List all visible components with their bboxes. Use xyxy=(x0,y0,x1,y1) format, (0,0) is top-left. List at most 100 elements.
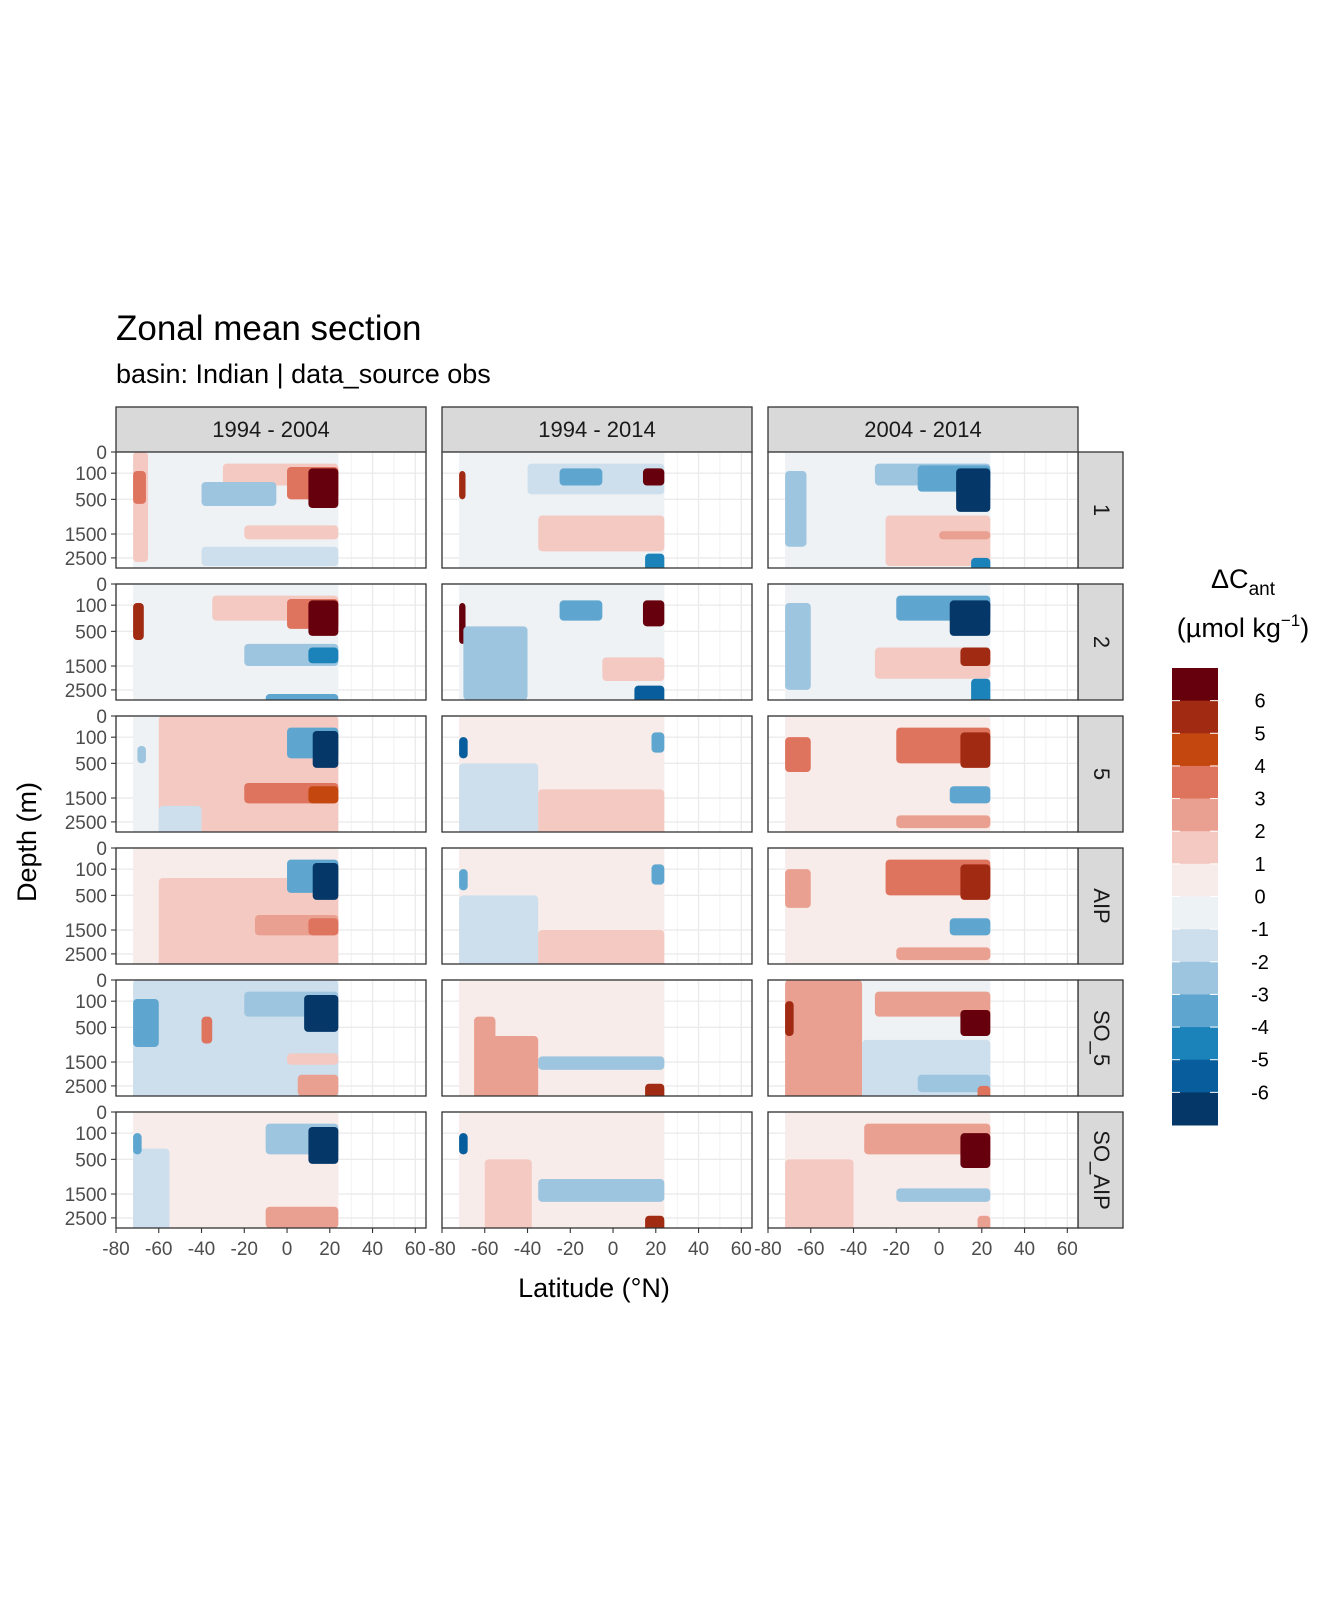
heat-region xyxy=(559,600,603,621)
legend-break-label: -4 xyxy=(1251,1017,1269,1039)
heat-region xyxy=(785,869,811,908)
heat-region xyxy=(312,730,339,768)
heat-region xyxy=(308,786,339,804)
panel-field xyxy=(785,848,991,964)
legend-break-label: 6 xyxy=(1254,691,1265,713)
panel-field xyxy=(133,452,339,568)
y-tick-label: 1500 xyxy=(65,525,107,546)
panel-border xyxy=(115,847,427,965)
facet-strip-row-label-5: SO_5 xyxy=(1089,1010,1114,1066)
heat-region xyxy=(971,557,991,568)
y-tick-label: 500 xyxy=(75,754,107,775)
heat-region xyxy=(459,869,468,891)
heat-region xyxy=(785,602,811,690)
heat-region xyxy=(244,525,339,540)
legend-title-symbol: ΔCant xyxy=(1211,564,1276,600)
legend-color-step xyxy=(1172,831,1218,865)
x-tick-label: 40 xyxy=(362,1239,383,1260)
panel-border xyxy=(441,1111,753,1229)
heat-region xyxy=(559,468,603,486)
panel-field xyxy=(133,848,339,964)
y-tick-label: 1500 xyxy=(65,789,107,810)
chart-title: Zonal mean section xyxy=(116,309,421,348)
legend-break-label: -6 xyxy=(1251,1082,1269,1104)
y-tick-label: 0 xyxy=(96,443,107,464)
heat-region xyxy=(538,789,665,832)
heat-region xyxy=(538,515,665,552)
facet-strip-col-1 xyxy=(115,406,427,453)
x-tick-label: -80 xyxy=(428,1239,455,1260)
panel-AIP-3 xyxy=(767,847,1079,965)
facet-strip-col-label-2: 1994 - 2014 xyxy=(538,417,655,442)
heat-region xyxy=(977,1085,991,1096)
panel-border xyxy=(115,715,427,833)
y-axis-title: Depth (m) xyxy=(12,782,42,902)
heat-region xyxy=(785,737,811,773)
facet-strip-row-2 xyxy=(1077,583,1124,701)
heat-region xyxy=(459,895,539,964)
heat-region xyxy=(896,947,991,961)
heat-region xyxy=(960,647,991,667)
panel-border xyxy=(441,979,753,1097)
heat-region xyxy=(312,862,339,900)
y-tick-label: 0 xyxy=(96,971,107,992)
x-tick-label: -40 xyxy=(188,1239,215,1260)
panel-1-3 xyxy=(767,451,1079,569)
legend-break-label: 0 xyxy=(1254,887,1265,909)
heat-region xyxy=(651,732,665,753)
panel-field xyxy=(459,716,665,832)
x-tick-label: -80 xyxy=(102,1239,129,1260)
panel-border xyxy=(441,451,753,569)
y-tick-label: 100 xyxy=(75,596,107,617)
heat-region xyxy=(459,763,539,832)
heat-region xyxy=(538,930,665,964)
x-tick-label: -20 xyxy=(557,1239,584,1260)
legend-color-step xyxy=(1172,668,1218,702)
panel-field xyxy=(133,980,339,1096)
legend-color-step xyxy=(1172,961,1218,995)
x-tick-label: -20 xyxy=(883,1239,910,1260)
heat-region xyxy=(474,1016,496,1044)
heat-region xyxy=(645,1083,665,1096)
heat-region xyxy=(949,786,991,804)
heat-region xyxy=(459,470,466,500)
legend-break-label: 1 xyxy=(1254,854,1265,876)
legend-color-step xyxy=(1172,1027,1218,1061)
heat-region xyxy=(602,657,665,682)
heat-region xyxy=(634,685,665,700)
legend-title-sub: ant xyxy=(1249,579,1276,600)
x-tick-label: 40 xyxy=(1014,1239,1035,1260)
x-tick-label: -40 xyxy=(514,1239,541,1260)
x-tick-label: 20 xyxy=(971,1239,992,1260)
x-tick-label: 40 xyxy=(688,1239,709,1260)
heat-region xyxy=(651,864,665,885)
legend-break-label: 2 xyxy=(1254,821,1265,843)
heat-region xyxy=(484,1159,532,1228)
legend-color-step xyxy=(1172,1059,1218,1093)
panel-border xyxy=(115,451,427,569)
facet-strip-col-2 xyxy=(441,406,753,453)
legend-title-unit: (µmol kg−1) xyxy=(1177,611,1309,643)
heat-region xyxy=(971,678,991,700)
heat-region xyxy=(133,452,149,563)
heat-region xyxy=(896,815,991,829)
heat-region xyxy=(265,694,339,700)
heat-region xyxy=(133,602,144,641)
panel-SO_5-2 xyxy=(441,979,753,1097)
panel-border xyxy=(767,715,1079,833)
legend-break-label: -1 xyxy=(1251,919,1269,941)
y-tick-label: 1500 xyxy=(65,921,107,942)
heat-region xyxy=(642,600,665,627)
panel-field xyxy=(785,1112,991,1228)
panel-field xyxy=(785,716,991,832)
heat-region xyxy=(474,1036,539,1096)
facet-strip-row-label-2: 2 xyxy=(1089,636,1114,648)
heat-region xyxy=(133,470,146,504)
heat-region xyxy=(896,1188,991,1202)
